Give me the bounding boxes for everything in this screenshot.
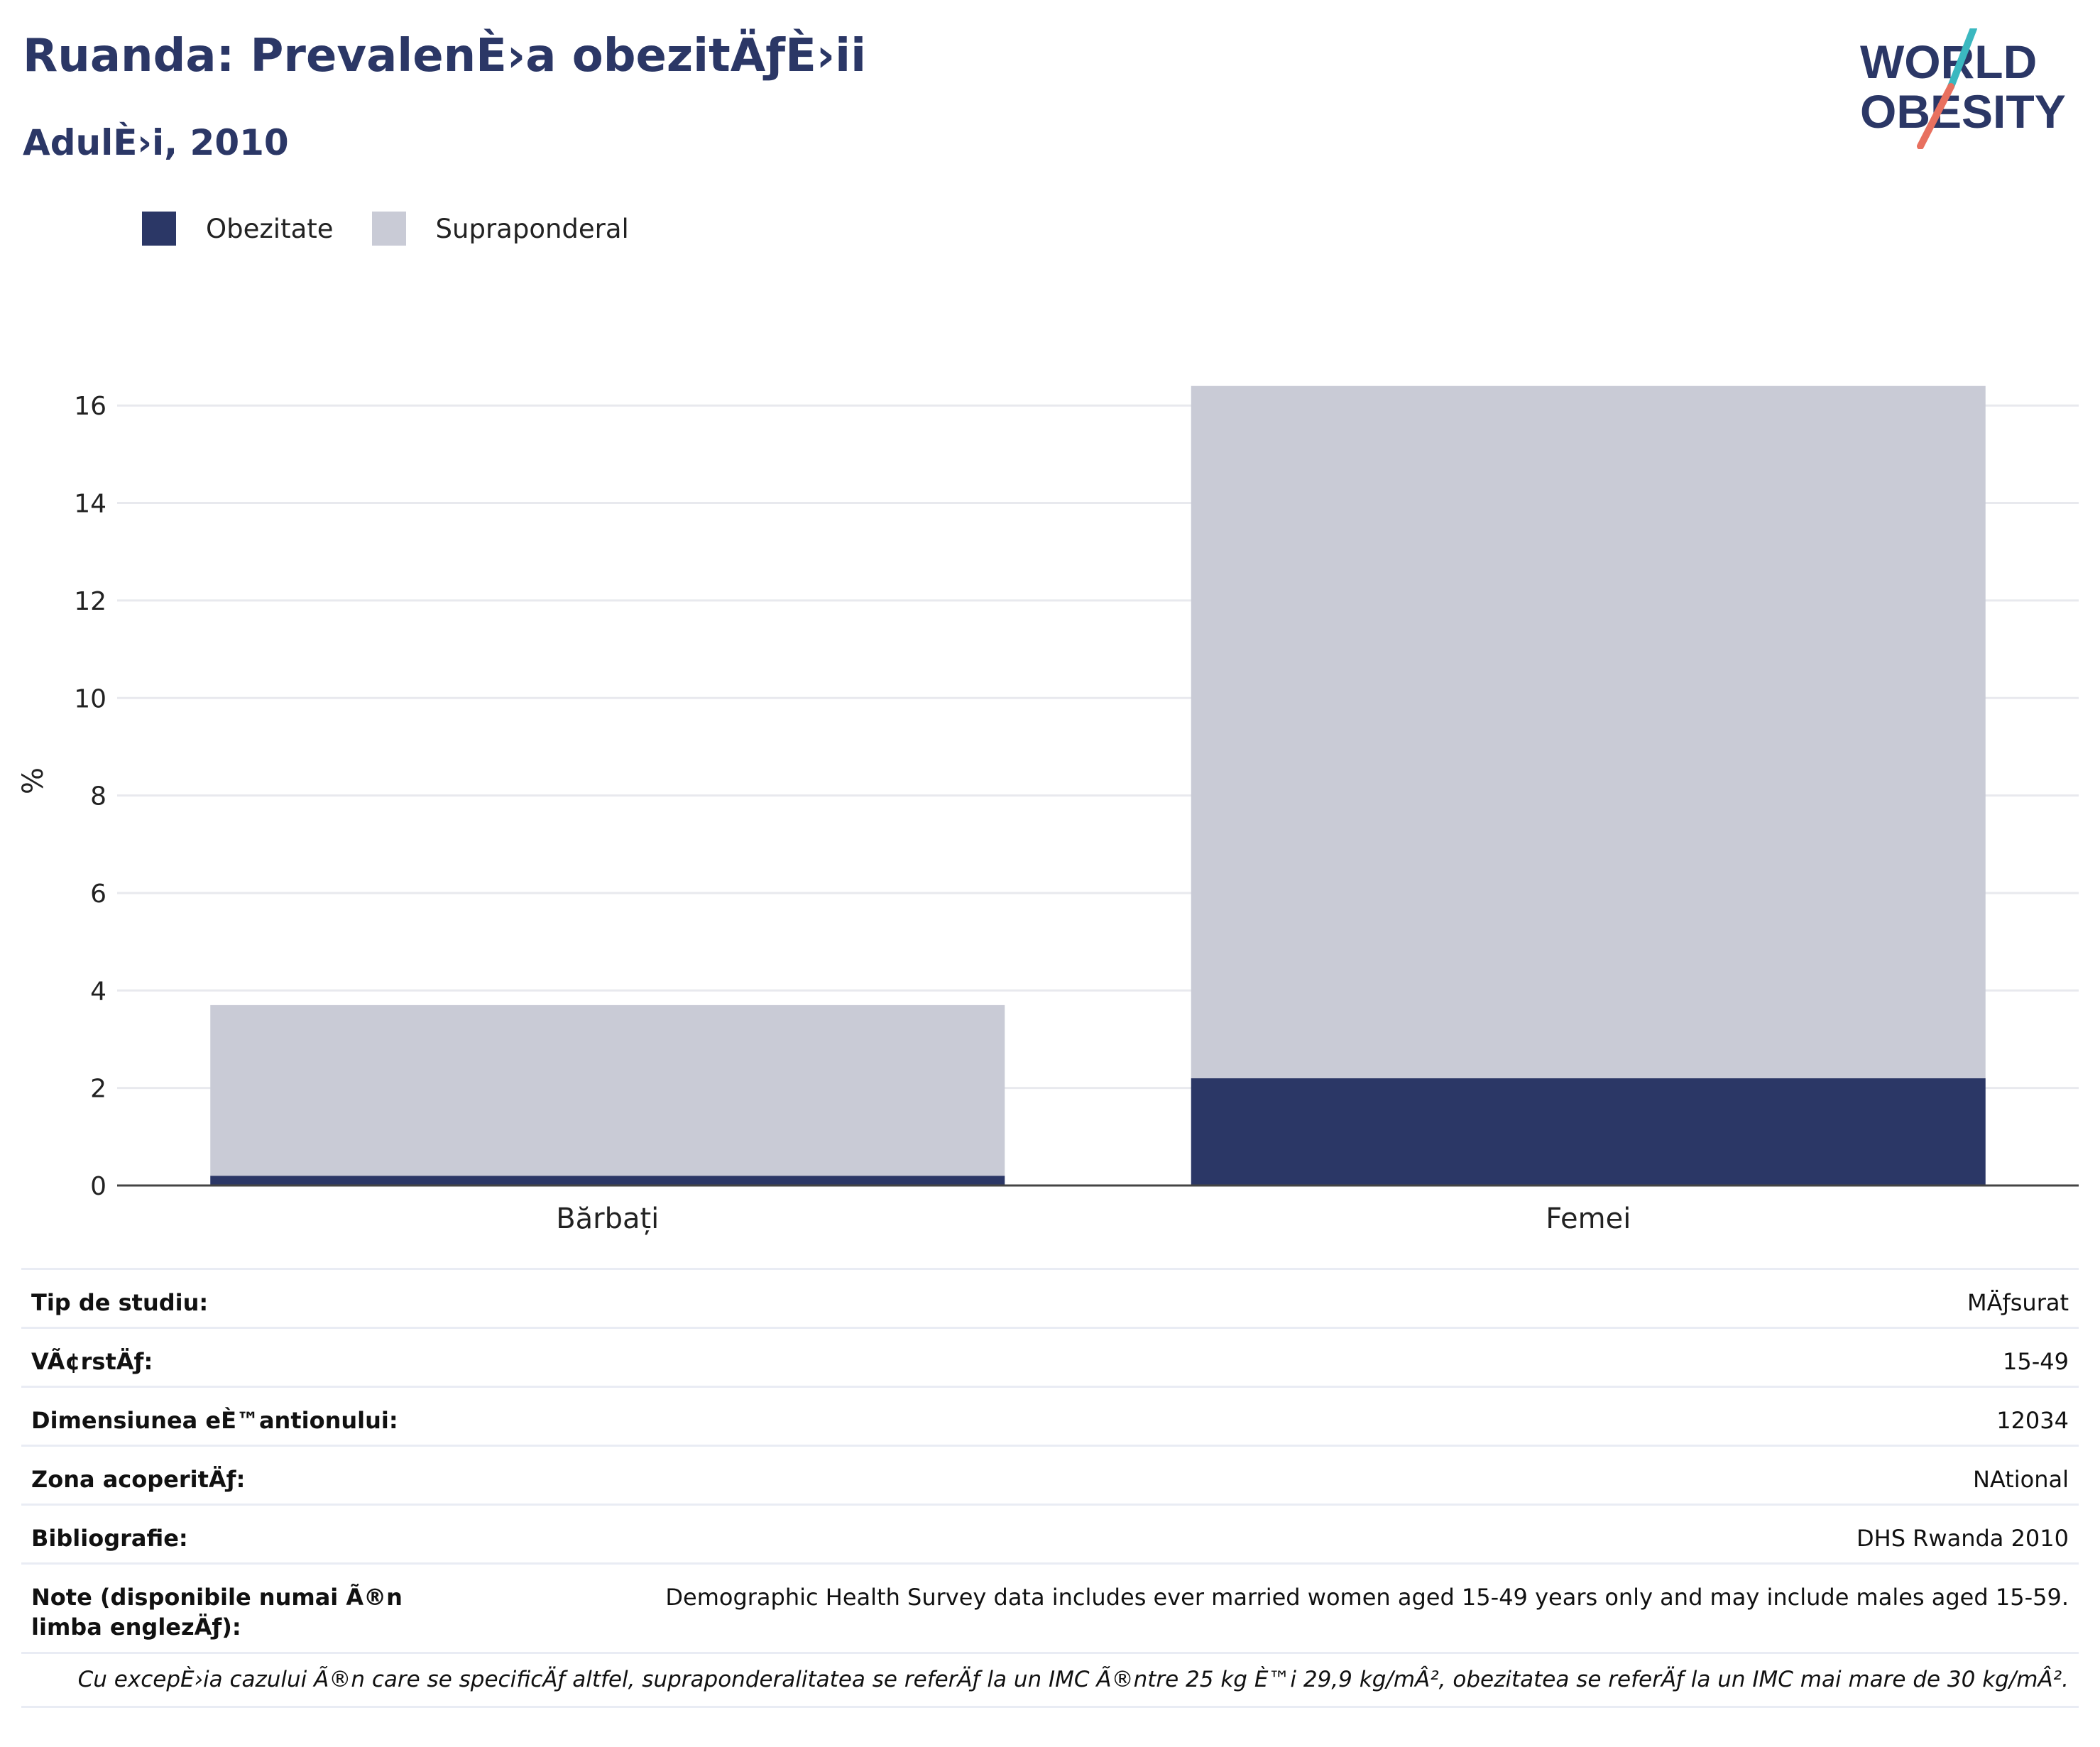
info-key: Dimensiunea eÈ™antionului:	[21, 1386, 439, 1447]
info-value: 15-49	[439, 1327, 2079, 1388]
info-value: Demographic Health Survey data includes …	[439, 1563, 2079, 1654]
chart-legend: Obezitate Supraponderal	[142, 212, 667, 246]
x-tick-label: Bărbați	[556, 1203, 659, 1235]
info-value: DHS Rwanda 2010	[439, 1504, 2079, 1565]
page-title: Ruanda: PrevalenÈ›a obezitÄƒÈ›ii	[23, 30, 867, 82]
chart-bars	[210, 385, 1986, 1185]
page-subtitle: AdulÈ›i, 2010	[23, 122, 289, 163]
info-key: Bibliografie:	[21, 1504, 439, 1565]
info-key: Tip de studiu:	[21, 1268, 439, 1329]
bar-supraponderal-1[interactable]	[1191, 385, 1986, 1078]
legend-label-obezitate: Obezitate	[206, 213, 334, 244]
y-tick-label: 6	[90, 880, 106, 909]
world-obesity-logo: WORLD OBESITY	[1860, 28, 2066, 149]
y-tick-label: 10	[74, 684, 106, 713]
bar-obezitate-1[interactable]	[1191, 1078, 1986, 1185]
legend-label-supraponderal: Supraponderal	[435, 213, 629, 244]
y-tick-label: 8	[90, 782, 106, 811]
info-row: Bibliografie: DHS Rwanda 2010	[21, 1504, 2079, 1565]
x-tick-label: Femei	[1546, 1203, 1631, 1235]
info-row: Tip de studiu: MÄƒsurat	[21, 1268, 2079, 1329]
footnote: Cu excepÈ›ia cazului Ã®n care se specifi…	[21, 1651, 2079, 1708]
x-axis-ticks: Bărbați Femei	[556, 1203, 1631, 1235]
legend-swatch-supraponderal	[371, 212, 406, 246]
logo-line2: OBESITY	[1860, 85, 2066, 138]
bar-obezitate-0[interactable]	[210, 1176, 1005, 1185]
y-tick-label: 2	[90, 1075, 106, 1104]
info-value: NAtional	[439, 1445, 2079, 1506]
y-axis-label: %	[17, 767, 50, 794]
y-axis-ticks: 0 2 4 6 8 10 12 14 16	[74, 392, 106, 1201]
bar-chart: 0 2 4 6 8 10 12 14 16 Bărbați Femei %	[17, 385, 2079, 1235]
y-tick-label: 16	[74, 392, 106, 421]
legend-item-supraponderal[interactable]: Supraponderal	[371, 212, 629, 246]
info-value: 12034	[439, 1386, 2079, 1447]
survey-info-table: Tip de studiu: MÄƒsurat VÃ¢rstÄƒ: 15-49 Dime…	[21, 1268, 2079, 1654]
info-row: Dimensiunea eÈ™antionului: 12034	[21, 1386, 2079, 1447]
info-key: Zona acoperitÄƒ:	[21, 1445, 439, 1506]
logo-line1: WORLD	[1860, 35, 2037, 88]
info-value: MÄƒsurat	[439, 1268, 2079, 1329]
info-row: Zona acoperitÄƒ: NAtional	[21, 1445, 2079, 1506]
legend-swatch-obezitate	[142, 212, 176, 246]
y-tick-label: 12	[74, 587, 106, 616]
y-tick-label: 0	[90, 1172, 106, 1201]
logo-teal-stroke	[1947, 28, 1977, 90]
info-key: VÃ¢rstÄƒ:	[21, 1327, 439, 1388]
info-row: Note (disponibile numai Ã®n limba englez…	[21, 1563, 2079, 1654]
logo-coral-stroke	[1917, 83, 1954, 149]
info-row: VÃ¢rstÄƒ: 15-49	[21, 1327, 2079, 1388]
legend-item-obezitate[interactable]: Obezitate	[142, 212, 334, 246]
y-tick-label: 14	[74, 490, 106, 519]
info-key: Note (disponibile numai Ã®n limba englez…	[21, 1563, 439, 1654]
y-tick-label: 4	[90, 977, 106, 1006]
bar-supraponderal-0[interactable]	[210, 1004, 1005, 1176]
